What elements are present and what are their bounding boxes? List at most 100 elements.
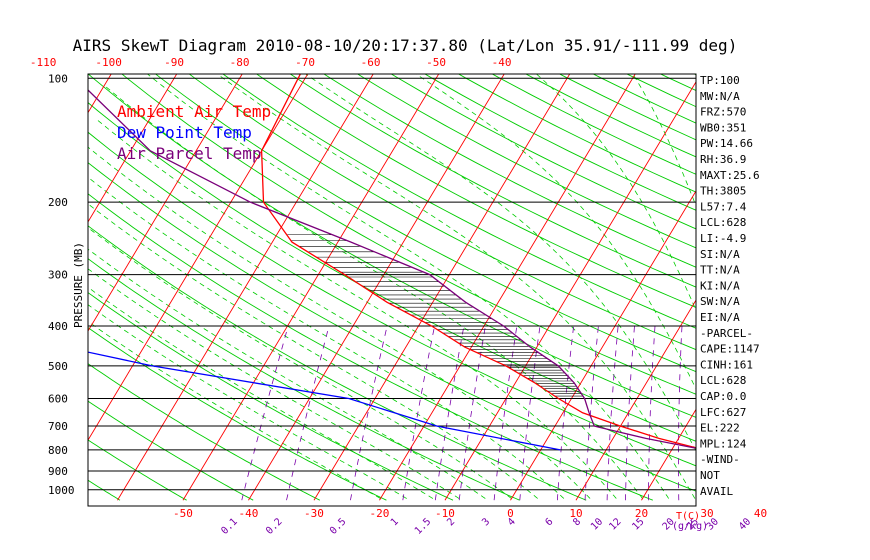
mixing-ratio-line [350,325,388,501]
mixing-ratio-line [434,325,465,501]
x-unit-label: T(C) [676,511,700,522]
mixing-unit-label: (g/kg) [672,521,708,532]
top-temp-tick-label: -70 [295,56,315,69]
dry-adiabat-line [666,15,870,501]
dry-adiabat-line [255,74,696,308]
mixing-ratio-line [286,325,330,501]
moist-adiabat-line [88,248,486,499]
moist-adiabat-line [88,304,407,499]
pressure-tick-label: 900 [48,465,68,478]
pressure-tick-label: 400 [48,320,68,333]
index-label: WB0:351 [700,121,746,134]
dry-adiabat-line [491,74,696,175]
index-label: CAPE:1147 [700,343,760,356]
dry-adiabat-line [727,15,870,501]
mixing-ratio-tick-label: 40 [737,516,753,532]
bottom-temp-tick-label: -30 [304,507,324,520]
dry-adiabat-line [222,74,696,329]
dry-adiabat-line [88,258,520,501]
series-line [260,74,696,449]
dry-adiabat-line [88,400,254,501]
pressure-tick-label: 100 [48,72,68,85]
legend-entry: Dew Point Temp [117,123,252,142]
top-temp-tick-label: -110 [30,56,57,69]
bottom-temp-tick-label: 30 [700,507,713,520]
isotherm-line [88,74,309,442]
y-axis-label: PRESSURE (MB) [72,242,85,328]
series-line [88,351,561,451]
isotherm-line [444,80,696,501]
mixing-ratio-lines [241,325,683,501]
top-temp-tick-label: -60 [361,56,381,69]
mixing-ratio-tick-label: 0.5 [328,516,349,537]
mixing-ratio-tick-label: 0.2 [264,516,285,537]
dry-adiabat-line [289,74,696,288]
pressure-tick-label: 700 [48,420,68,433]
isotherm-line [88,74,243,332]
top-temp-tick-label: -80 [230,56,250,69]
chart-title: AIRS SkewT Diagram 2010-08-10/20:17:37.8… [73,36,738,55]
dry-adiabat-line [635,15,870,501]
dry-adiabat-line [88,74,696,418]
sounding-series [88,74,696,451]
isotherm-line [248,74,505,501]
index-label: TP:100 [700,74,740,87]
pressure-tick-label: 200 [48,196,68,209]
index-label: LCL:628 [700,374,746,387]
mixing-ratio-tick-label: 2 [445,516,457,528]
dry-adiabat-line [0,15,53,501]
stability-indices: TP:100 MW:N/A FRZ:570 WB0:351 PW:14.66 RH:36.… [700,74,760,498]
index-label: MW:N/A [700,90,740,103]
mixing-ratio-tick-label: 1.5 [413,516,434,537]
isotherm-line [88,74,178,223]
dry-adiabat-line [592,74,696,124]
index-label: CINH:161 [700,358,753,371]
index-label: TT:N/A [700,264,740,277]
isotherm-line [510,190,696,501]
moist-adiabat-line [94,117,617,499]
index-label: AVAIL [700,485,733,498]
moist-adiabat-line [105,86,643,499]
moist-adiabat-line [88,146,591,499]
index-label: LFC:627 [700,406,746,419]
index-label: PW:14.66 [700,137,753,150]
isotherm-line [641,408,696,501]
mixing-ratio-line [402,325,435,501]
bottom-temp-ticks: -50 -40 -30 -20 -10 0 10 20 30 40 [173,507,767,520]
moist-adiabat-line [88,176,565,499]
mixing-ratio-tick-label: 4 [506,516,518,528]
mixing-ratio-tick-label: 0.1 [219,516,240,537]
bottom-temp-tick-label: 20 [635,507,648,520]
dry-adiabat-line [88,131,696,467]
mixing-ratio-line [241,325,289,501]
mixing-ratio-tick-label: 3 [480,516,492,528]
legend: Ambient Air Temp Dew Point Temp Air Parcel… [117,102,271,163]
legend-entry: Air Parcel Temp [117,144,262,163]
bottom-temp-tick-label: 10 [569,507,582,520]
mixing-ratio-tick-label: 10 [589,516,605,532]
mixing-ratio-tick-label: 12 [607,516,623,532]
mixing-ratio-line [606,325,619,501]
dry-adiabat-line [88,162,696,492]
dry-adiabat-line [356,74,696,249]
dry-adiabat-line [88,439,187,501]
index-label: EI:N/A [700,311,740,324]
isotherm-line [0,15,81,501]
index-label: NOT [700,469,720,482]
index-label: MAXT:25.6 [700,169,760,182]
moist-adiabat-line [415,74,696,390]
isotherm-line [772,15,870,501]
plot-frame [87,73,697,507]
moist-adiabat-line [535,74,696,312]
index-label: MPL:124 [700,437,747,450]
dry-adiabat-line [88,225,587,501]
index-label: EL:222 [700,422,740,435]
index-label: -PARCEL- [700,327,753,340]
pressure-tick-label: 800 [48,444,68,457]
top-temp-tick-label: -90 [164,56,184,69]
dry-adiabat-line [88,327,387,501]
pressure-tick-label: 300 [48,269,68,282]
index-label: SI:N/A [700,248,740,261]
index-label: L57:7.4 [700,200,747,213]
